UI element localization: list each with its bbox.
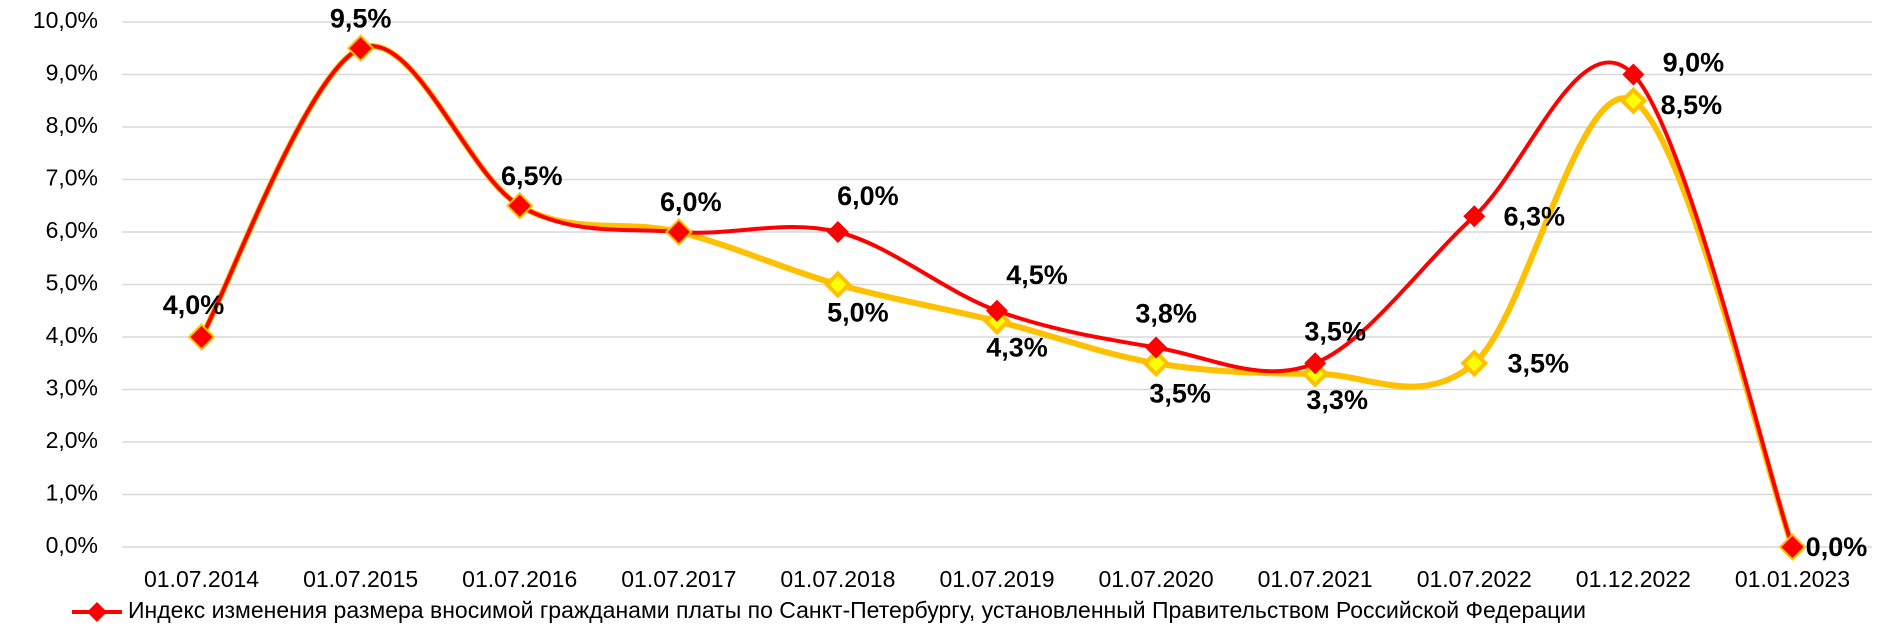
x-tick-label: 01.12.2022 — [1576, 566, 1691, 592]
data-label: 9,5% — [330, 3, 392, 33]
marker — [1781, 536, 1804, 558]
marker — [824, 270, 852, 299]
marker — [1619, 86, 1648, 115]
y-tick-label: 5,0% — [46, 270, 98, 296]
data-label: 3,5% — [1304, 316, 1366, 346]
data-label: 4,3% — [986, 332, 1048, 362]
data-label: 9,0% — [1663, 48, 1725, 78]
y-tick-label: 0,0% — [46, 532, 98, 558]
marker — [508, 194, 531, 217]
data-label: 4,0% — [163, 290, 225, 320]
x-tick-label: 01.07.2022 — [1417, 566, 1532, 592]
legend-marker — [87, 602, 107, 622]
data-label: 3,5% — [1149, 378, 1211, 408]
x-tick-label: 01.07.2014 — [144, 566, 259, 592]
data-label: 3,3% — [1306, 385, 1368, 415]
y-tick-label: 3,0% — [46, 375, 98, 401]
marker — [1463, 205, 1486, 228]
data-label: 4,5% — [1006, 260, 1068, 290]
marker — [1142, 349, 1170, 378]
data-label: 5,0% — [827, 298, 889, 328]
y-tick-label: 2,0% — [46, 427, 98, 453]
y-tick-label: 8,0% — [46, 112, 98, 138]
x-tick-label: 01.07.2019 — [939, 566, 1054, 592]
y-tick-label: 4,0% — [46, 322, 98, 348]
x-tick-label: 01.07.2020 — [1099, 566, 1214, 592]
data-label: 3,8% — [1135, 299, 1197, 329]
data-label: 0,0% — [1806, 532, 1868, 562]
data-label: 6,0% — [660, 187, 722, 217]
data-label: 3,5% — [1507, 348, 1569, 378]
x-tick-label: 01.01.2023 — [1735, 566, 1850, 592]
marker — [1304, 352, 1327, 375]
x-tick-label: 01.07.2015 — [303, 566, 418, 592]
series-line — [198, 43, 1796, 549]
series-line — [199, 44, 1795, 548]
y-tick-label: 6,0% — [46, 217, 98, 243]
x-tick-label: 01.07.2018 — [780, 566, 895, 592]
x-tick-label: 01.07.2021 — [1258, 566, 1373, 592]
y-tick-label: 9,0% — [46, 60, 98, 86]
y-tick-label: 7,0% — [46, 165, 98, 191]
marker — [1460, 349, 1489, 378]
x-tick-label: 01.07.2016 — [462, 566, 577, 592]
data-label: 6,0% — [837, 181, 899, 211]
marker — [190, 326, 213, 348]
marker — [826, 221, 849, 243]
x-tick-label: 01.07.2017 — [621, 566, 736, 592]
marker — [986, 299, 1008, 322]
legend-label: Индекс изменения размера вносимой гражда… — [128, 597, 1586, 623]
data-label: 8,5% — [1661, 90, 1723, 120]
y-tick-label: 1,0% — [46, 480, 98, 506]
y-tick-label: 10,0% — [33, 7, 98, 33]
data-label: 6,5% — [501, 161, 563, 191]
data-label: 6,3% — [1503, 201, 1565, 231]
marker — [349, 37, 372, 60]
marker — [667, 221, 690, 243]
marker — [1145, 336, 1168, 359]
marker — [1622, 63, 1645, 86]
